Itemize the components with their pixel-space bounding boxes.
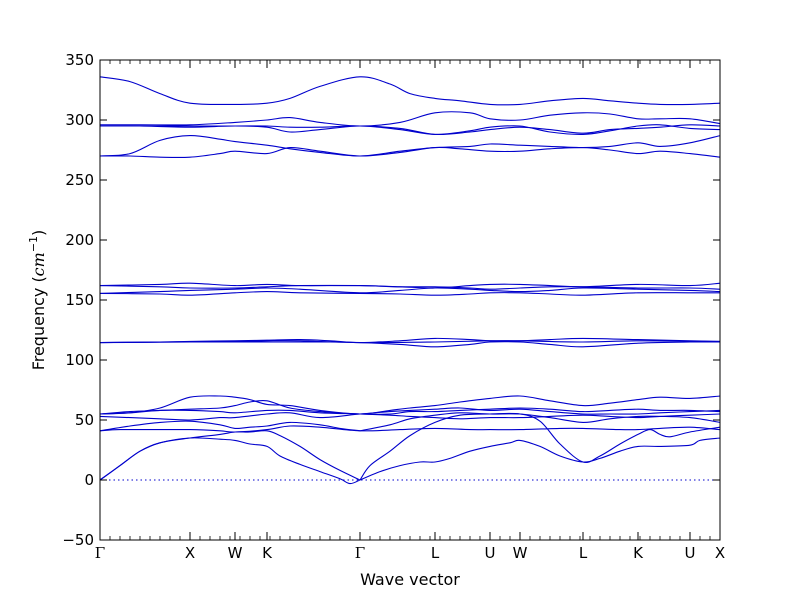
band-curve-16	[99, 287, 721, 294]
minor-ticks	[99, 60, 721, 540]
band-curve-15	[99, 291, 720, 296]
band-curve-11	[99, 409, 721, 420]
x-tick-label: X	[715, 544, 725, 562]
band-curve-8	[99, 407, 721, 421]
y-tick-label: 200	[65, 231, 94, 249]
x-tick-label: W	[228, 544, 243, 562]
plot-frame	[99, 59, 721, 541]
band-curve-17	[99, 282, 721, 289]
band-curve-20	[99, 146, 721, 159]
band-curve-6	[99, 425, 721, 433]
x-tick-label: U	[685, 544, 696, 562]
x-axis-label: Wave vector	[360, 570, 460, 589]
y-axis-label: Frequency (cm−1)	[27, 230, 48, 371]
x-tick-label: W	[513, 544, 528, 562]
y-axis-label-exponent: −1	[27, 236, 40, 252]
y-axis-label-main: Frequency (	[29, 276, 48, 370]
dispersion-curves	[99, 76, 721, 485]
band-curve-18	[99, 284, 721, 290]
band-curve-23	[99, 111, 721, 127]
band-curve-24	[99, 76, 721, 106]
band-curve-22	[100, 124, 721, 136]
x-tick-label: X	[185, 544, 195, 562]
x-tick-label: Γ	[95, 544, 105, 562]
y-axis-label-close: )	[29, 230, 48, 236]
y-tick-label: 350	[65, 51, 94, 69]
x-tick-label: L	[579, 544, 588, 562]
x-tick-label: K	[262, 544, 273, 562]
x-tick-label: Γ	[355, 544, 365, 562]
band-curve-5	[99, 420, 361, 432]
y-tick-label: 0	[84, 471, 94, 489]
y-tick-label: 150	[65, 291, 94, 309]
band-curve-10	[99, 399, 721, 415]
band-curve-4	[359, 412, 721, 481]
y-tick-label: −50	[62, 531, 94, 549]
band-curve-3	[359, 437, 721, 481]
x-tick-label: U	[485, 544, 496, 562]
band-curve-2	[99, 430, 361, 481]
x-tick-label: K	[633, 544, 644, 562]
x-tick-label: L	[431, 544, 440, 562]
band-curve-9	[99, 395, 721, 415]
y-axis-ticks: −50 0 50 100 150 200 250 300 350	[62, 51, 720, 549]
y-axis-label-unit: cm	[29, 252, 48, 276]
y-tick-label: 250	[65, 171, 94, 189]
y-tick-label: 50	[75, 411, 94, 429]
band-curve-14	[99, 340, 721, 344]
band-curve-19	[99, 135, 721, 157]
y-tick-label: 100	[65, 351, 94, 369]
band-curve-12	[99, 337, 721, 344]
y-tick-label: 300	[65, 111, 94, 129]
